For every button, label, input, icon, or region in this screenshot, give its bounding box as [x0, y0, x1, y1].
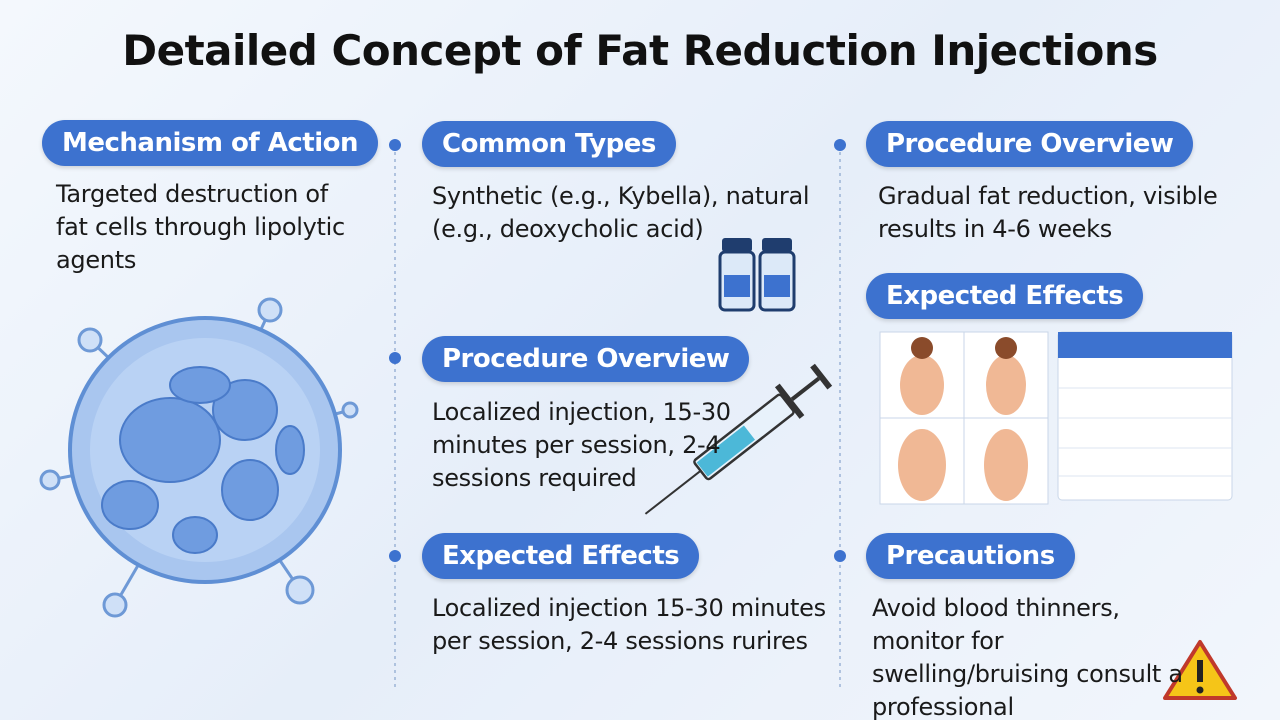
syringe — [644, 363, 833, 515]
section-text: Gradual fat reduction, visible results i… — [878, 182, 1218, 243]
section-text: Targeted destruction of fat cells throug… — [56, 180, 345, 274]
vials — [718, 238, 796, 312]
section-text: Avoid blood thinners, monitor for swelli… — [872, 594, 1183, 720]
section-heading: Precautions — [866, 533, 1075, 579]
warning-icon — [1163, 640, 1237, 700]
title: Detailed Concept of Fat Reduction Inject… — [122, 26, 1158, 75]
section-text: Synthetic (e.g., Kybella), natural (e.g.… — [432, 182, 810, 243]
fat-cell — [39, 297, 359, 618]
section-text: Localized injection, 15-30 minutes per s… — [432, 398, 731, 492]
divider-dots — [389, 139, 846, 562]
before-after-images — [879, 331, 1233, 505]
section-heading: Expected Effects — [422, 533, 700, 579]
section-heading: Common Types — [422, 121, 676, 167]
section-heading: Expected Effects — [866, 273, 1144, 319]
section-heading: Mechanism of Action — [42, 120, 378, 166]
section-heading: Procedure Overview — [422, 336, 750, 382]
section-heading: Procedure Overview — [866, 121, 1194, 167]
section-text: Localized injection 15-30 minutes per se… — [432, 594, 826, 655]
